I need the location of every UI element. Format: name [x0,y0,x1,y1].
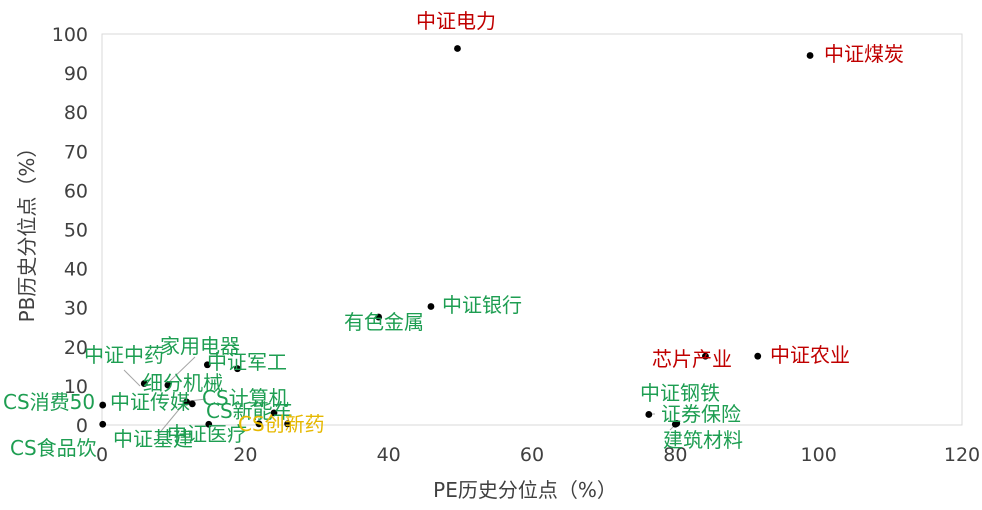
x-tick-label: 120 [944,444,980,466]
y-tick-label: 60 [64,180,88,202]
y-tick-label: 80 [64,102,88,124]
x-axis-ticks: 0 20 40 60 80 100 120 [96,444,980,466]
data-point [427,303,435,310]
data-label: 中证煤炭 [824,42,904,66]
data-label: CS食品饮 [10,436,97,460]
x-tick-label: 60 [520,444,544,466]
data-points [99,45,814,428]
y-tick-label: 30 [64,298,88,320]
x-tick-label: 0 [96,444,108,466]
data-point [454,45,461,52]
data-label: 中证银行 [442,293,522,317]
y-tick-label: 40 [64,259,88,281]
data-label: 中证钢铁 [640,381,720,405]
data-point [806,52,814,59]
leader-line [167,356,196,384]
y-tick-label: 20 [64,337,88,359]
x-tick-label: 80 [663,444,687,466]
plot-area-border [101,33,963,426]
data-label: 中证医疗 [167,422,247,446]
data-label: 证券保险 [661,402,741,426]
y-tick-label: 100 [52,24,88,46]
data-point [671,420,679,428]
data-label: 建筑材料 [663,428,743,452]
data-point [99,401,107,409]
data-label: 芯片产业 [652,347,732,371]
data-point [205,420,213,428]
data-point [203,361,211,369]
y-tick-label: 70 [64,141,88,163]
data-label: 中证传媒 [110,390,190,414]
data-label: CS计算机 [202,386,289,410]
data-point [140,380,148,387]
data-point [375,313,383,321]
data-label: 细分机械 [143,371,223,395]
data-point [183,398,190,406]
data-label: 中证军工 [207,350,287,374]
data-label: CS创新药 [238,412,325,436]
data-point [702,352,709,360]
data-point [754,352,762,360]
data-point [234,365,241,373]
x-tick-label: 100 [801,444,837,466]
data-point [255,420,263,428]
data-label: 中证中药 [84,343,164,367]
x-axis-label: PE历史分位点（%） [433,478,617,502]
data-point [270,409,278,417]
data-label: CS新能车 [206,399,293,423]
data-label: 中证基建 [113,427,193,451]
y-axis-ticks: 0 10 20 30 40 50 60 70 80 90 100 [52,24,88,437]
y-tick-label: 50 [64,220,88,242]
y-tick-label: 0 [76,415,88,437]
x-tick-label: 20 [233,444,257,466]
y-tick-label: 10 [64,376,88,398]
data-label: CS消费50 [3,390,95,414]
y-axis-label: PB历史分位点（%） [15,138,39,323]
leader-line [123,369,141,387]
data-label: 中证农业 [770,343,850,367]
leader-line [156,400,187,437]
data-point [188,400,196,408]
data-label: 有色金属 [344,310,424,334]
data-label: 家用电器 [160,334,240,358]
data-point [645,411,653,418]
y-tick-label: 90 [64,63,88,85]
x-tick-label: 40 [377,444,401,466]
data-label: 中证电力 [416,9,496,33]
data-point [284,420,292,428]
data-point [164,381,172,389]
data-point [99,420,107,428]
